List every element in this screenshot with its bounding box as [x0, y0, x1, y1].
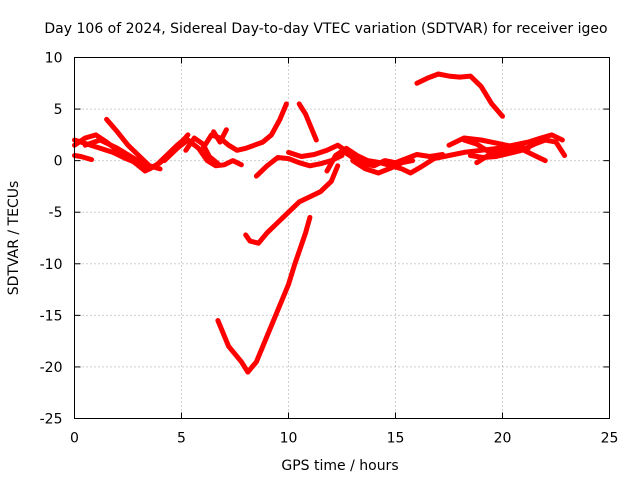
series-arc-10 — [243, 163, 341, 246]
x-tick-label: 0 — [70, 431, 79, 447]
series-arc-22 — [474, 144, 531, 166]
x-tick-label: 15 — [387, 431, 405, 447]
series-arc-5 — [82, 137, 150, 169]
y-tick-label: -5 — [49, 205, 63, 221]
series-arc-6 — [161, 137, 244, 169]
series-layer — [72, 71, 568, 375]
series-arc-13 — [253, 153, 345, 179]
y-tick-label: -10 — [40, 257, 63, 273]
x-tick-label: 25 — [601, 431, 619, 447]
y-axis-label: SDTVAR / TECUs — [6, 181, 22, 296]
series-arc-18 — [414, 71, 505, 119]
series-arc-17 — [350, 158, 416, 176]
y-tick-label: 10 — [45, 51, 63, 67]
y-tick-label: -15 — [40, 308, 63, 324]
chart-title: Day 106 of 2024, Sidereal Day-to-day VTE… — [44, 21, 607, 37]
series-arc-11 — [215, 214, 313, 375]
y-tick-label: -20 — [40, 360, 63, 376]
series-arc-12 — [296, 101, 319, 143]
series-arc-3 — [72, 153, 95, 163]
y-tick-label: 0 — [54, 154, 63, 170]
y-tick-label: -25 — [40, 412, 63, 428]
x-tick-label: 5 — [177, 431, 186, 447]
series-arc-15 — [324, 132, 565, 176]
y-tick-label: 5 — [54, 102, 63, 118]
x-tick-label: 20 — [494, 431, 512, 447]
ticks: 0 5 10 15 20 25 -25 -20 -15 -10 -5 0 5 10 — [40, 51, 619, 447]
series-arc-21 — [461, 137, 503, 155]
x-axis-label: GPS time / hours — [281, 458, 398, 474]
series-arc-8 — [211, 127, 229, 145]
plot-frame — [74, 57, 610, 419]
series-arc-9 — [183, 135, 221, 167]
series-arc-16 — [339, 147, 446, 169]
x-tick-label: 10 — [280, 431, 298, 447]
series-arc-4 — [104, 116, 163, 172]
